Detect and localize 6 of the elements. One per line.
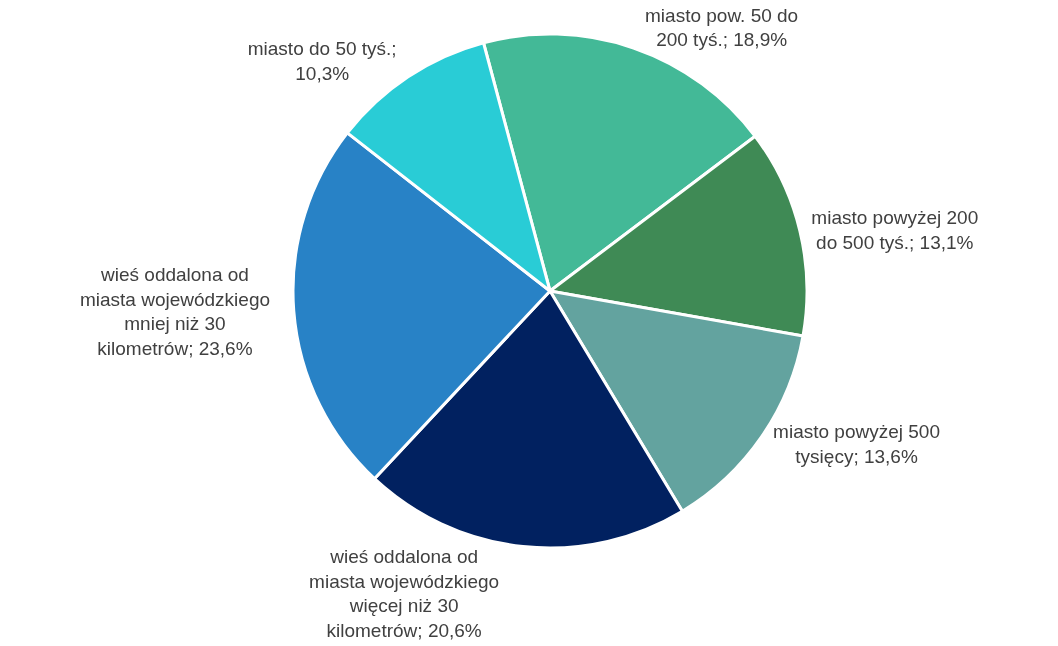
slice-label: wieś oddalona od miasta wojewódzkiego więcej niż 30 kilometrów; 20,6% xyxy=(309,546,500,642)
slice-label: miasto powyżej 500 tysięcy; 13,6% xyxy=(773,421,940,467)
slice-label: miasto powyżej 200 do 500 tyś.; 13,1% xyxy=(811,207,979,253)
slice-label: miasto do 50 tyś.; 10,3% xyxy=(247,38,397,84)
slice-label: wieś oddalona od miasta wojewódzkiego mniej niż 30 kilometrów; 23,6% xyxy=(79,263,271,359)
slice-label: miasto pow. 50 do 200 tyś.; 18,9% xyxy=(645,4,799,51)
